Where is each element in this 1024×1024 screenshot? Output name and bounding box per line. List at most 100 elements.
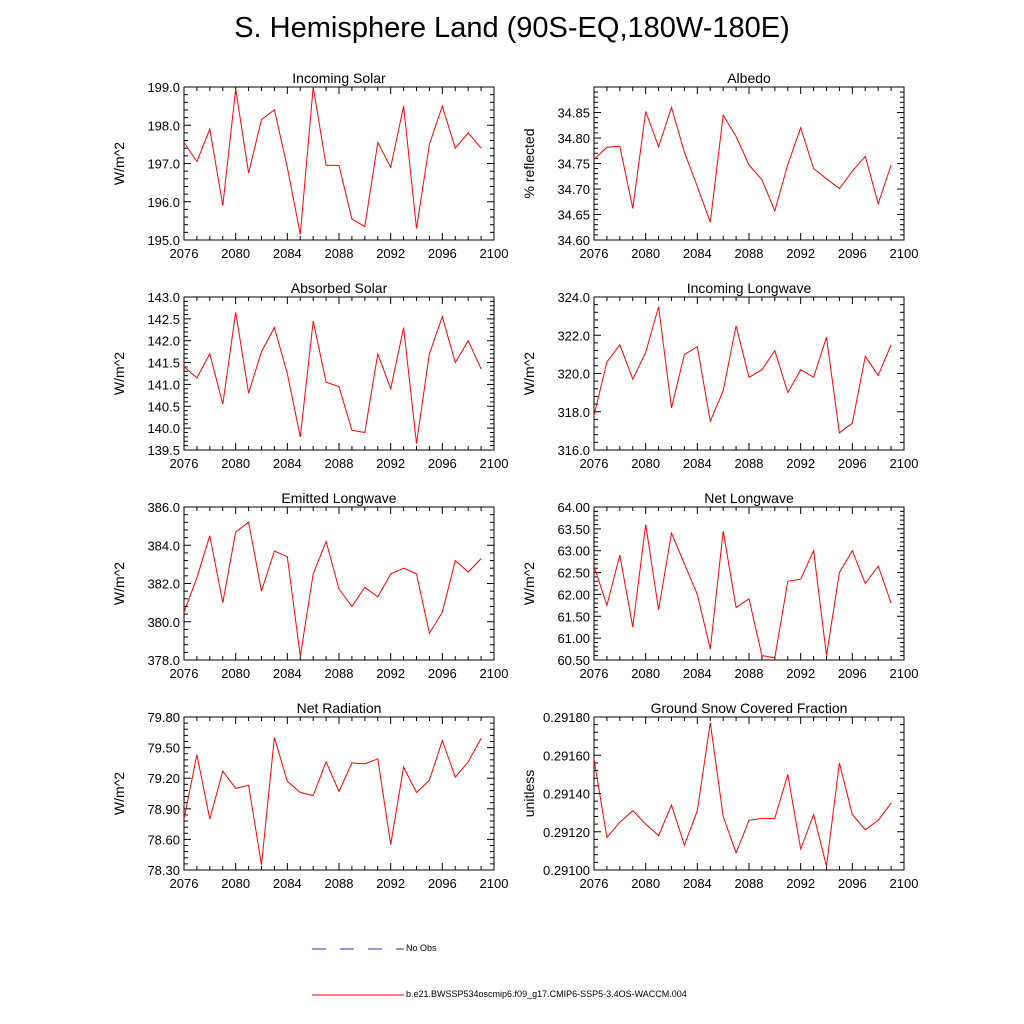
x-tick-label: 2084 [273,456,302,471]
chart-panel-6: 2076 2080 2084 2088 2092 2096 2100 78.30 78.60 78… [111,700,508,891]
series-line [593,105,892,223]
y-tick-label: 196.0 [147,195,180,210]
x-tick-label: 2076 [580,246,609,261]
y-tick-label: 34.85 [557,106,590,121]
y-tick-label: 62.50 [557,566,590,581]
x-tick-label: 2088 [325,456,354,471]
panel-title: Incoming Longwave [687,280,812,296]
y-tick-label: 79.50 [147,741,180,756]
y-tick-label: 382.0 [147,577,180,592]
y-axis-label: W/m^2 [111,772,127,815]
y-axis-label: W/m^2 [111,352,127,395]
y-tick-label: 63.00 [557,544,590,559]
x-tick-label: 2096 [428,456,457,471]
x-tick-label: 2096 [428,666,457,681]
x-tick-label: 2092 [786,456,815,471]
y-tick-label: 61.50 [557,609,590,624]
y-tick-label: 142.0 [147,334,180,349]
x-tick-label: 2080 [221,456,250,471]
x-tick-label: 2084 [683,246,712,261]
x-tick-label: 2088 [325,876,354,891]
y-tick-label: 79.20 [147,771,180,786]
legend-model-label: b.e21.BWSSP534oscmip6.f09_g17.CMIP6-SSP5… [406,989,687,999]
chart-panel-2: 2076 2080 2084 2088 2092 2096 2100 139.5 140.0 14… [111,280,508,471]
x-tick-label: 2084 [273,246,302,261]
x-tick-label: 2080 [221,246,250,261]
x-tick-label: 2096 [838,246,867,261]
x-tick-label: 2076 [580,666,609,681]
panel-title: Net Longwave [704,490,794,506]
panel-title: Albedo [727,70,771,86]
y-tick-label: 197.0 [147,157,180,172]
x-tick-label: 2100 [480,876,509,891]
x-tick-label: 2080 [631,246,660,261]
panel-title: Incoming Solar [292,70,386,86]
y-tick-label: 78.60 [147,832,180,847]
y-tick-label: 0.29120 [543,825,590,840]
y-tick-label: 139.5 [147,443,180,458]
y-tick-label: 34.70 [557,182,590,197]
x-tick-label: 2100 [480,666,509,681]
y-tick-label: 78.90 [147,802,180,817]
x-tick-label: 2092 [786,876,815,891]
y-tick-label: 380.0 [147,615,180,630]
y-tick-label: 142.5 [147,312,180,327]
series-line [593,524,892,659]
x-tick-label: 2096 [838,456,867,471]
x-tick-label: 2092 [376,876,405,891]
x-tick-label: 2100 [890,246,919,261]
x-tick-label: 2088 [735,876,764,891]
y-axis-label: W/m^2 [111,562,127,605]
x-tick-label: 2084 [273,666,302,681]
series-line [593,722,892,867]
y-tick-label: 0.29160 [543,748,590,763]
series-line [593,306,892,434]
x-tick-label: 2100 [480,456,509,471]
y-tick-label: 386.0 [147,500,180,515]
y-tick-label: 143.0 [147,290,180,305]
y-tick-label: 322.0 [557,328,590,343]
series-line [183,737,482,865]
y-tick-label: 324.0 [557,290,590,305]
x-tick-label: 2080 [631,876,660,891]
x-tick-label: 2092 [376,246,405,261]
x-tick-label: 2080 [631,666,660,681]
x-tick-label: 2080 [221,666,250,681]
x-tick-label: 2092 [376,666,405,681]
x-tick-label: 2088 [325,246,354,261]
x-tick-label: 2096 [838,666,867,681]
x-tick-label: 2076 [170,246,199,261]
x-tick-label: 2100 [890,456,919,471]
y-axis-label: W/m^2 [521,562,537,605]
y-tick-label: 140.0 [147,421,180,436]
y-tick-label: 320.0 [557,367,590,382]
x-tick-label: 2076 [170,456,199,471]
y-tick-label: 34.60 [557,233,590,248]
y-tick-label: 34.80 [557,131,590,146]
y-axis-label: unitless [521,770,537,817]
y-tick-label: 63.50 [557,522,590,537]
y-tick-label: 199.0 [147,80,180,95]
y-tick-label: 0.29100 [543,863,590,878]
y-tick-label: 378.0 [147,653,180,668]
x-tick-label: 2088 [735,666,764,681]
panel-title: Net Radiation [297,700,382,716]
chart-panel-1: 2076 2080 2084 2088 2092 2096 2100 34.60 34.65 34… [521,70,918,261]
y-tick-label: 384.0 [147,538,180,553]
x-tick-label: 2084 [683,666,712,681]
x-tick-label: 2084 [683,456,712,471]
x-tick-label: 2092 [376,456,405,471]
y-axis-label: % reflected [521,128,537,198]
y-tick-label: 195.0 [147,233,180,248]
series-line [183,312,482,444]
legend-obs-label: No Obs [406,943,437,953]
x-tick-label: 2088 [735,456,764,471]
y-tick-label: 198.0 [147,118,180,133]
x-tick-label: 2084 [273,876,302,891]
y-tick-label: 34.65 [557,208,590,223]
y-tick-label: 64.00 [557,500,590,515]
chart-panel-4: 2076 2080 2084 2088 2092 2096 2100 378.0 380.0 38… [111,490,508,681]
x-tick-label: 2096 [838,876,867,891]
y-tick-label: 34.75 [557,157,590,172]
